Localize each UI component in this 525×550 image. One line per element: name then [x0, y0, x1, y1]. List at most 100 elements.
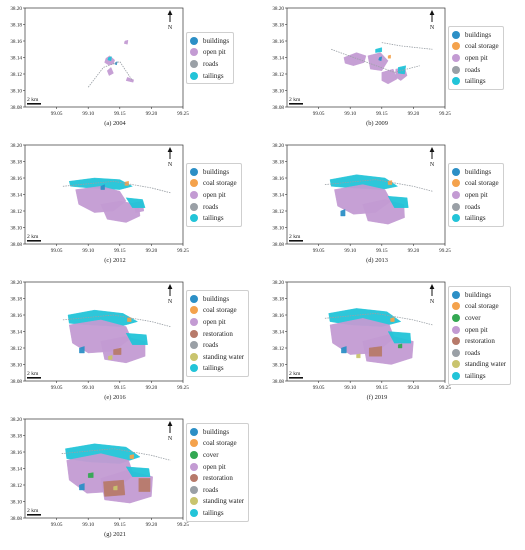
legend-label: roads: [203, 59, 219, 68]
feature-roads: [62, 314, 171, 327]
map-panel-2009: 38.20 38.18 38.16 38.14 38.12 38.10 38.08 99.05…: [262, 0, 524, 137]
legend-label: coal storage: [465, 42, 499, 51]
legend-marker-icon: [190, 167, 198, 176]
map-plot-2013: 38.20 38.18 38.16 38.14 38.12 38.10 38.08 99.05…: [272, 143, 451, 254]
x-tick-label: 99.10: [82, 522, 94, 528]
map-plot-2016: 38.20 38.18 38.16 38.14 38.12 38.10 38.08 99.05…: [10, 280, 189, 391]
feature-open-pit: [100, 200, 141, 223]
legend-marker-icon: [452, 42, 460, 51]
legend-label: buildings: [465, 290, 492, 299]
feature-tailings: [387, 195, 409, 208]
plot-frame: [24, 7, 184, 108]
feature-restoration: [113, 347, 122, 355]
feature-coal-storage: [124, 181, 129, 186]
legend-label: open pit: [465, 190, 488, 199]
x-tick-label: 99.20: [408, 385, 420, 391]
legend-label: standing water: [203, 497, 245, 506]
legend-marker-icon: [452, 53, 460, 62]
legend-label: tailings: [203, 508, 224, 517]
legend-2012: buildings coal storage open pit roads tailin…: [186, 163, 242, 227]
legend-label: open pit: [203, 190, 226, 199]
legend-marker-icon: [190, 306, 198, 315]
x-tick-label: 99.05: [313, 248, 325, 254]
y-tick-label: 38.10: [272, 225, 284, 231]
feature-tailings: [125, 332, 148, 345]
y-tick-label: 38.14: [10, 55, 22, 61]
legend-label: roads: [465, 65, 481, 74]
map-plot-2004: 38.20 38.18 38.16 38.14 38.12 38.10 38.08 99.05…: [10, 6, 189, 117]
y-tick-label: 38.20: [272, 143, 284, 149]
feature-buildings: [79, 483, 85, 491]
y-tick-label: 38.14: [272, 329, 284, 335]
y-tick-label: 38.20: [272, 280, 284, 286]
x-tick-label: 99.05: [51, 111, 63, 117]
legend-2004: buildings open pit roads tailings: [186, 32, 235, 85]
feature-buildings: [340, 209, 346, 217]
legend-marker-icon: [190, 59, 198, 68]
legend-label: cover: [203, 450, 219, 459]
legend-marker-icon: [452, 290, 460, 299]
y-tick-label: 38.08: [10, 516, 22, 522]
y-tick-label: 38.08: [272, 379, 284, 385]
legend-label: coal storage: [203, 306, 237, 315]
x-tick-label: 99.25: [439, 385, 451, 391]
legend-marker-icon: [452, 202, 460, 211]
north-label: N: [430, 25, 435, 31]
legend-item-standing-water: standing water: [190, 351, 244, 363]
north-label: N: [168, 299, 173, 305]
scale-bar-label: 2 km: [27, 97, 39, 103]
feature-standing-water: [108, 355, 113, 360]
x-tick-label: 99.20: [146, 522, 158, 528]
scale-bar-label: 2 km: [289, 371, 301, 377]
legend-marker-icon: [452, 325, 460, 334]
y-tick-label: 38.16: [272, 313, 284, 319]
legend-marker-icon: [190, 450, 198, 459]
y-tick-label: 38.20: [10, 417, 22, 423]
legend-marker-icon: [452, 179, 460, 188]
feature-cover: [397, 343, 403, 349]
legend-marker-icon: [190, 317, 198, 326]
x-tick-label: 99.25: [177, 385, 189, 391]
y-tick-label: 38.08: [10, 379, 22, 385]
legend-2019: buildings coal storage cover open pit restor…: [448, 286, 512, 385]
legend-label: roads: [203, 341, 219, 350]
y-tick-label: 38.14: [10, 466, 22, 472]
legend-marker-icon: [190, 352, 198, 361]
legend-marker-icon: [452, 214, 460, 223]
y-tick-label: 38.18: [272, 296, 284, 302]
legend-item-coal-storage: coal storage: [190, 438, 244, 450]
legend-item-cover: cover: [190, 449, 244, 461]
legend-marker-icon: [452, 65, 460, 74]
map-plot-2012: 38.20 38.18 38.16 38.14 38.12 38.10 38.08 99.05…: [10, 143, 189, 254]
legend-marker-icon: [452, 30, 460, 39]
feature-coal-storage: [129, 454, 134, 459]
y-tick-label: 38.18: [272, 22, 284, 28]
scale-bar-label: 2 km: [27, 508, 39, 514]
caption-2016: (e) 2016: [104, 394, 126, 401]
scale-bar: [27, 240, 41, 242]
x-tick-label: 99.20: [146, 111, 158, 117]
scale-bar-label: 2 km: [27, 371, 39, 377]
legend-item-buildings: buildings: [190, 426, 244, 438]
feature-coal-storage: [390, 317, 395, 322]
map-panel-2012: 38.20 38.18 38.16 38.14 38.12 38.10 38.08 99.05…: [0, 137, 262, 274]
x-tick-label: 99.10: [82, 111, 94, 117]
legend-item-tailings: tailings: [190, 507, 244, 519]
feature-coal-storage: [387, 54, 391, 59]
legend-label: standing water: [203, 352, 245, 361]
legend-2016: buildings coal storage open pit restoration…: [186, 290, 250, 378]
y-tick-label: 38.16: [272, 176, 284, 182]
legend-label: buildings: [203, 36, 230, 45]
legend-item-buildings: buildings: [190, 35, 229, 47]
legend-marker-icon: [190, 202, 198, 211]
feature-standing-water: [356, 353, 361, 359]
north-label: N: [168, 162, 173, 168]
legend-label: buildings: [203, 294, 230, 303]
legend-label: tailings: [465, 371, 486, 380]
y-tick-label: 38.08: [272, 242, 284, 248]
scale-bar: [27, 514, 41, 516]
legend-marker-icon: [452, 313, 460, 322]
legend-item-restoration: restoration: [190, 328, 244, 340]
legend-label: buildings: [203, 427, 230, 436]
legend-label: coal storage: [203, 179, 237, 188]
